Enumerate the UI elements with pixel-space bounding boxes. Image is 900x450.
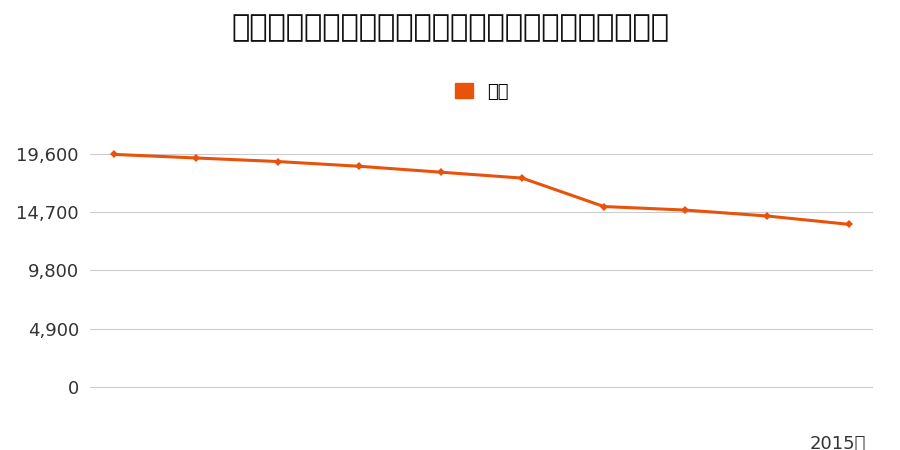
価格: [680, 207, 691, 213]
Line: 価格: 価格: [112, 151, 851, 227]
Legend: 価格: 価格: [447, 76, 516, 108]
価格: [354, 163, 364, 169]
価格: [272, 159, 283, 164]
価格: [761, 213, 772, 219]
価格: [109, 152, 120, 157]
価格: [436, 170, 446, 175]
価格: [598, 204, 609, 209]
Text: 2015年: 2015年: [810, 435, 866, 450]
Text: 新潟県妙高市大字関川字北原１５１１番６の地価推移: 新潟県妙高市大字関川字北原１５１１番６の地価推移: [231, 14, 669, 42]
価格: [191, 155, 202, 161]
価格: [843, 221, 854, 227]
価格: [517, 176, 527, 181]
